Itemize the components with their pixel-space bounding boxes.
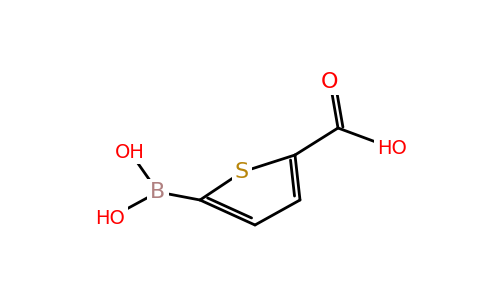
Text: HO: HO bbox=[95, 208, 125, 227]
Text: B: B bbox=[151, 182, 166, 202]
Text: HO: HO bbox=[377, 139, 407, 158]
Text: O: O bbox=[321, 72, 339, 92]
Text: S: S bbox=[235, 162, 249, 182]
Text: OH: OH bbox=[115, 142, 145, 161]
